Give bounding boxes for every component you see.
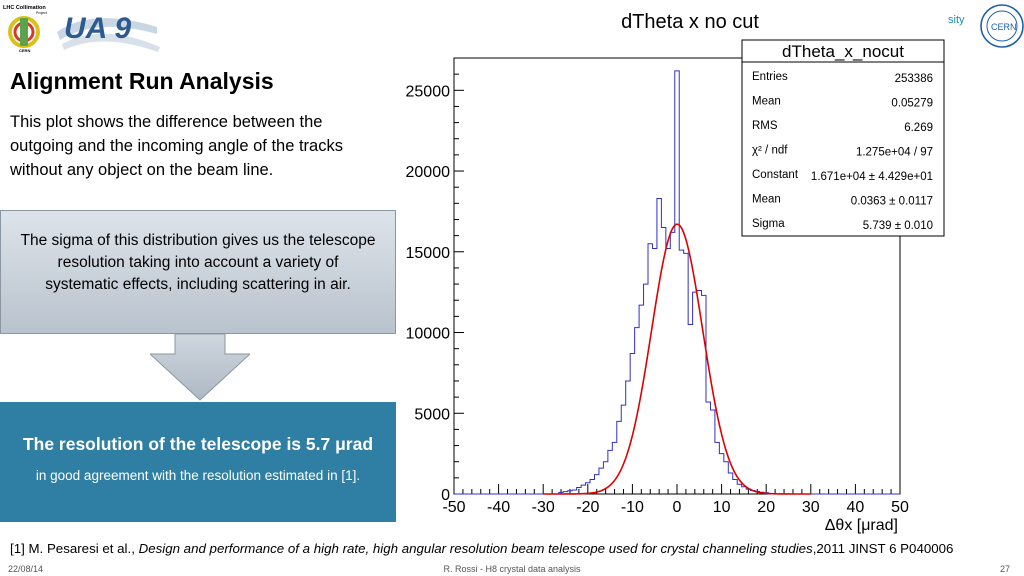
chart-title: dTheta x no cut — [621, 11, 759, 33]
footer-author: R. Rossi - H8 crystal data analysis — [443, 564, 581, 574]
x-tick-label: 20 — [757, 499, 775, 516]
stats-value: 5.739 ± 0.010 — [863, 220, 933, 232]
stats-value: 1.275e+04 / 97 — [856, 147, 933, 159]
histogram-series — [454, 70, 900, 495]
x-tick-label: -50 — [442, 499, 465, 516]
reference-title: Design and performance of a high rate, h… — [138, 541, 813, 556]
histogram-bin — [693, 292, 697, 494]
x-tick-label: -40 — [487, 499, 510, 516]
histogram-bin — [621, 405, 625, 494]
cern-logo-text: CERN — [991, 22, 1017, 32]
histogram-bin — [586, 483, 590, 494]
cern-logo: CERN — [980, 4, 1024, 48]
histogram-bin — [719, 454, 723, 494]
y-tick-label: 20000 — [406, 164, 451, 181]
x-tick-label: 0 — [673, 499, 682, 516]
lhc-logo-cern: CERN — [19, 48, 30, 53]
result-box — [0, 402, 396, 522]
down-arrow-icon — [150, 334, 250, 401]
y-tick-label: 5000 — [414, 406, 450, 423]
x-tick-label: -30 — [532, 499, 555, 516]
x-axis-label: Δθx [μrad] — [825, 517, 898, 534]
histogram-bin — [590, 479, 594, 494]
histogram-bin — [728, 473, 732, 494]
histogram-bin — [706, 402, 710, 494]
university-logo-fragment: sity — [948, 14, 965, 26]
lhc-logo-project: Project — [36, 11, 47, 15]
histogram-bin — [630, 354, 634, 494]
histogram-bin — [652, 249, 656, 494]
slide-heading: Alignment Run Analysis — [10, 68, 274, 94]
stats-label: Mean — [752, 96, 781, 108]
histogram-bin — [648, 244, 652, 494]
stats-value: 6.269 — [904, 122, 933, 134]
histogram-bin — [626, 381, 630, 494]
stats-box: dTheta_x_nocut Entries 253386 Mean 0.05279 R… — [741, 39, 945, 237]
stats-value: 1.671e+04 ± 4.429e+01 — [811, 171, 933, 183]
histogram-bin — [710, 410, 714, 494]
histogram-bin — [679, 250, 683, 494]
histogram-bin — [644, 284, 648, 494]
x-tick-label: 30 — [802, 499, 820, 516]
histogram-bin — [657, 198, 661, 494]
histogram-bin — [688, 324, 692, 494]
callout-box — [0, 210, 396, 334]
reference-suffix: ,2011 JINST 6 P040006 — [812, 541, 954, 556]
histogram-bin — [617, 421, 621, 494]
histogram-bin — [742, 487, 746, 494]
stats-label: Mean — [752, 194, 781, 206]
histogram-bin — [715, 442, 719, 494]
reference-citation: [1] M. Pesaresi et al., Design and perfo… — [10, 541, 1024, 556]
stats-value: 253386 — [895, 73, 933, 85]
footer-date: 22/08/14 — [8, 564, 44, 574]
histogram-bin — [737, 484, 741, 494]
histogram-chart: dTheta x no cut 0 5000 10000 15000 20000 2500… — [406, 11, 945, 534]
histogram-bin — [612, 442, 616, 494]
x-tick-label: 50 — [891, 499, 909, 516]
callout-text: The sigma of this distribution gives us … — [20, 232, 376, 293]
x-tick-label: 40 — [847, 499, 865, 516]
histogram-bin — [666, 249, 670, 494]
x-tick-label: 10 — [713, 499, 731, 516]
stats-value: 0.0363 ± 0.0117 — [851, 196, 933, 208]
stats-title: dTheta_x_nocut — [782, 42, 904, 61]
slide-description: This plot shows the difference between t… — [10, 113, 343, 179]
y-tick-label: 10000 — [406, 326, 451, 343]
gaussian-fit-line — [543, 223, 811, 495]
x-tick-label: -10 — [621, 499, 644, 516]
histogram-bin — [670, 232, 674, 494]
histogram-bin — [675, 71, 679, 494]
histogram-bin — [581, 485, 585, 494]
stats-label: Sigma — [752, 218, 785, 230]
lhc-logo-text: LHC Collimation — [3, 5, 46, 11]
lhc-collimation-logo: LHC Collimation Project CERN — [3, 5, 47, 53]
stats-label: Entries — [752, 71, 788, 83]
ua9-logo: UA 9 — [57, 12, 160, 52]
y-tick-label: 0 — [441, 487, 450, 504]
stats-label: χ² / ndf — [752, 145, 788, 157]
stats-label: Constant — [752, 169, 799, 181]
y-tick-label: 25000 — [406, 83, 451, 100]
histogram-bin — [733, 479, 737, 494]
histogram-bin — [724, 462, 728, 494]
histogram-bin — [684, 253, 688, 494]
y-tick-label: 15000 — [406, 245, 451, 262]
footer-page-number: 27 — [999, 564, 1010, 574]
stats-value: 0.05279 — [891, 98, 933, 110]
stats-label: RMS — [752, 120, 778, 132]
result-subtitle: in good agreement with the resolution es… — [35, 468, 361, 483]
result-title: The resolution of the telescope is 5.7 μ… — [22, 434, 374, 454]
reference-prefix: [1] M. Pesaresi et al., — [10, 541, 139, 556]
ua9-logo-text: UA 9 — [64, 12, 132, 45]
x-tick-label: -20 — [576, 499, 599, 516]
